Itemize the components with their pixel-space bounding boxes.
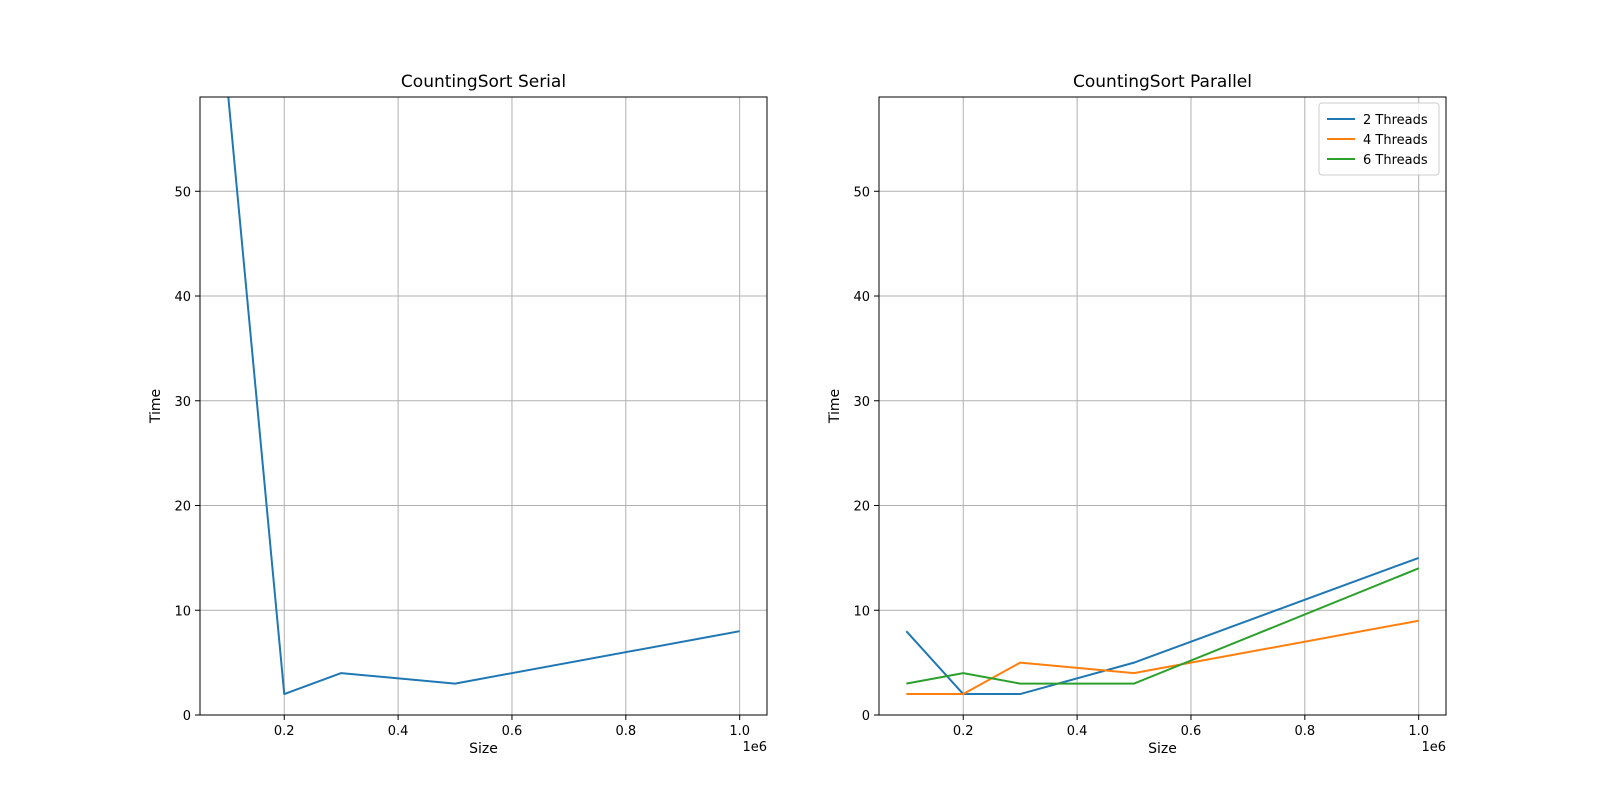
chart-serial: 0.2 0.4 0.6 0.8 1.0 0 10 20 30 40 50 1e6 Size Time Cou… (148, 72, 768, 757)
plot-frame (878, 96, 1447, 716)
x-offset-label: 1e6 (1421, 740, 1446, 755)
legend-entry: 4 Threads (1363, 133, 1428, 148)
y-tick-label: 30 (853, 395, 870, 410)
legend-box (1318, 102, 1440, 176)
y-tick-label: 40 (853, 290, 870, 305)
y-tick-label: 20 (853, 500, 870, 515)
x-axis-label: Size (1148, 741, 1177, 757)
y-axis-label: Time (827, 389, 843, 424)
x-axis-label: Size (469, 741, 498, 757)
y-tick-label: 10 (174, 604, 191, 619)
y-tick-label: 40 (174, 290, 191, 305)
x-tick-label: 0.6 (1181, 724, 1202, 739)
x-tick-label: 1.0 (729, 724, 750, 739)
y-tick-label: 10 (853, 604, 870, 619)
y-tick-label: 0 (183, 709, 191, 724)
y-tick-label: 30 (174, 395, 191, 410)
series-line-2 (906, 567, 1420, 685)
y-tick-label: 0 (862, 709, 870, 724)
y-axis-label: Time (148, 389, 164, 424)
x-offset-label: 1e6 (742, 740, 767, 755)
x-tick-label: 0.4 (388, 724, 409, 739)
x-tick-label: 0.8 (615, 724, 636, 739)
series-line-1 (906, 619, 1419, 696)
y-tick-label: 50 (174, 185, 191, 200)
x-tick-label: 0.8 (1294, 724, 1315, 739)
x-tick-label: 0.2 (274, 724, 295, 739)
legend-entry: 6 Threads (1363, 153, 1428, 168)
x-tick-label: 0.6 (502, 724, 523, 739)
y-tick-label: 50 (853, 185, 870, 200)
x-tick-label: 1.0 (1408, 724, 1429, 739)
y-tick-label: 20 (174, 500, 191, 515)
legend: 2 Threads 4 Threads 6 Threads (1318, 102, 1440, 176)
x-tick-label: 0.2 (953, 724, 974, 739)
chart-title: CountingSort Parallel (1073, 72, 1252, 92)
series-line-0 (227, 97, 740, 696)
plot-frame (199, 96, 768, 716)
chart-parallel: 0.2 0.4 0.6 0.8 1.0 0 10 20 30 40 50 1e6 Size Time Cou… (827, 72, 1447, 757)
legend-entry: 2 Threads (1363, 113, 1428, 128)
chart-title: CountingSort Serial (401, 72, 566, 92)
series-line-0 (905, 556, 1420, 696)
x-tick-label: 0.4 (1067, 724, 1088, 739)
